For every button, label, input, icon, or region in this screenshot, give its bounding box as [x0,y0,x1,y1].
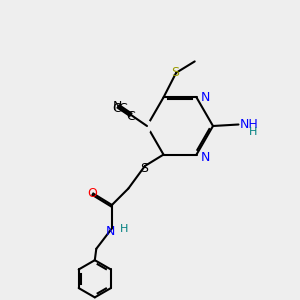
Text: H: H [249,127,257,136]
Text: H: H [119,224,128,234]
Text: N: N [106,225,116,238]
Text: N: N [201,91,210,104]
Text: S: S [171,66,179,79]
Text: C: C [112,102,121,115]
Text: O: O [87,187,97,200]
Text: C: C [118,102,127,115]
Text: N: N [113,100,123,113]
Text: N: N [201,152,210,164]
Text: C: C [126,110,135,123]
Text: S: S [140,162,148,175]
Text: NH: NH [240,118,259,131]
